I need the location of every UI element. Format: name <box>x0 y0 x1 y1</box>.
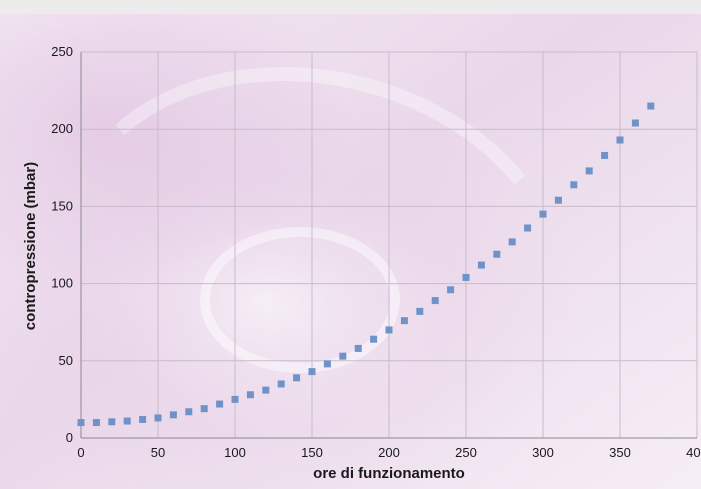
data-point <box>647 102 655 110</box>
data-point <box>524 224 532 232</box>
data-point <box>493 250 501 258</box>
y-tick-label: 0 <box>66 430 73 445</box>
data-point <box>139 415 147 423</box>
y-tick-label: 100 <box>51 276 73 291</box>
data-point <box>262 386 270 394</box>
data-point <box>169 411 177 419</box>
data-point <box>385 326 393 334</box>
data-point <box>416 307 424 315</box>
y-tick-label: 50 <box>59 353 73 368</box>
x-tick-label: 300 <box>532 445 554 460</box>
data-point <box>185 408 193 416</box>
data-point <box>246 391 254 399</box>
x-tick-label: 150 <box>301 445 323 460</box>
data-point <box>631 119 639 127</box>
data-point <box>339 352 347 360</box>
y-tick-label: 150 <box>51 198 73 213</box>
data-point <box>154 414 162 422</box>
data-point <box>277 380 285 388</box>
x-tick-label: 350 <box>609 445 631 460</box>
x-tick-label: 100 <box>224 445 246 460</box>
y-axis-title: contropressione (mbar) <box>22 162 39 330</box>
data-point <box>77 419 85 427</box>
data-point <box>293 374 301 382</box>
data-point <box>601 151 609 159</box>
data-point <box>570 181 578 189</box>
data-point <box>477 261 485 269</box>
data-point <box>400 317 408 325</box>
top-band <box>0 0 701 14</box>
data-point <box>354 344 362 352</box>
data-point <box>108 418 116 426</box>
x-axis-title: ore di funzionamento <box>313 465 465 482</box>
y-tick-label: 250 <box>51 44 73 59</box>
data-point <box>92 419 100 427</box>
data-point <box>216 400 224 408</box>
data-point <box>431 297 439 305</box>
data-point <box>585 167 593 175</box>
background-arc <box>115 67 526 185</box>
x-tick-label: 250 <box>455 445 477 460</box>
x-tick-label: 400 <box>686 445 701 460</box>
axes <box>80 52 697 439</box>
data-point <box>323 360 331 368</box>
data-point <box>554 196 562 204</box>
gridlines <box>80 51 698 439</box>
y-tick-label: 200 <box>51 121 73 136</box>
data-point <box>308 368 316 376</box>
x-tick-labels: 0 50 100 150 200 250 300 350 400 <box>77 445 701 460</box>
x-tick-label: 200 <box>378 445 400 460</box>
y-tick-labels: 0 50 100 150 200 250 <box>51 44 73 445</box>
data-point <box>370 335 378 343</box>
x-tick-label: 0 <box>77 445 84 460</box>
data-point <box>616 136 624 144</box>
x-tick-label: 50 <box>151 445 165 460</box>
data-point <box>508 238 516 246</box>
data-point <box>231 395 239 403</box>
data-point <box>539 210 547 218</box>
data-point <box>447 286 455 294</box>
background-ring <box>200 227 400 373</box>
data-point <box>200 405 208 413</box>
data-point <box>123 417 131 425</box>
data-points <box>77 102 655 427</box>
data-point <box>462 273 470 281</box>
